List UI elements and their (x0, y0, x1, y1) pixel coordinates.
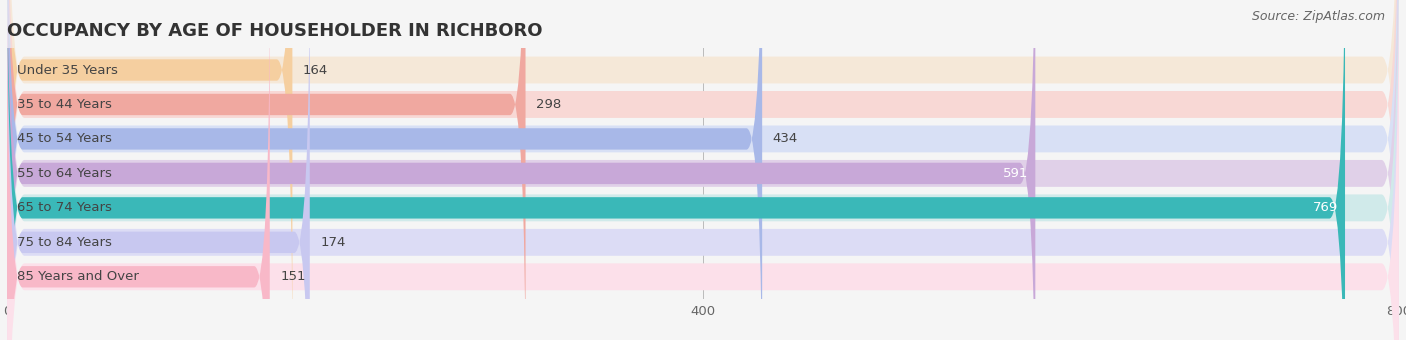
FancyBboxPatch shape (7, 0, 1399, 340)
FancyBboxPatch shape (7, 0, 1399, 340)
Text: 769: 769 (1313, 201, 1339, 214)
Text: 591: 591 (1002, 167, 1028, 180)
FancyBboxPatch shape (7, 0, 1399, 340)
FancyBboxPatch shape (7, 0, 1035, 340)
FancyBboxPatch shape (7, 0, 1399, 340)
FancyBboxPatch shape (7, 0, 309, 340)
Text: 298: 298 (536, 98, 561, 111)
Text: 65 to 74 Years: 65 to 74 Years (17, 201, 112, 214)
Text: Under 35 Years: Under 35 Years (17, 64, 118, 76)
FancyBboxPatch shape (7, 0, 526, 340)
Text: 75 to 84 Years: 75 to 84 Years (17, 236, 112, 249)
Text: 55 to 64 Years: 55 to 64 Years (17, 167, 112, 180)
Text: 45 to 54 Years: 45 to 54 Years (17, 133, 112, 146)
Text: 164: 164 (302, 64, 328, 76)
Text: 35 to 44 Years: 35 to 44 Years (17, 98, 112, 111)
FancyBboxPatch shape (7, 0, 270, 340)
Text: Source: ZipAtlas.com: Source: ZipAtlas.com (1251, 10, 1385, 23)
FancyBboxPatch shape (7, 0, 1346, 340)
FancyBboxPatch shape (7, 0, 292, 340)
FancyBboxPatch shape (7, 0, 762, 340)
Text: 85 Years and Over: 85 Years and Over (17, 270, 139, 283)
Text: 151: 151 (280, 270, 305, 283)
FancyBboxPatch shape (7, 0, 1399, 340)
FancyBboxPatch shape (7, 0, 1399, 340)
Text: 174: 174 (321, 236, 346, 249)
FancyBboxPatch shape (7, 0, 1399, 340)
Text: OCCUPANCY BY AGE OF HOUSEHOLDER IN RICHBORO: OCCUPANCY BY AGE OF HOUSEHOLDER IN RICHB… (7, 22, 543, 40)
Text: 434: 434 (773, 133, 797, 146)
